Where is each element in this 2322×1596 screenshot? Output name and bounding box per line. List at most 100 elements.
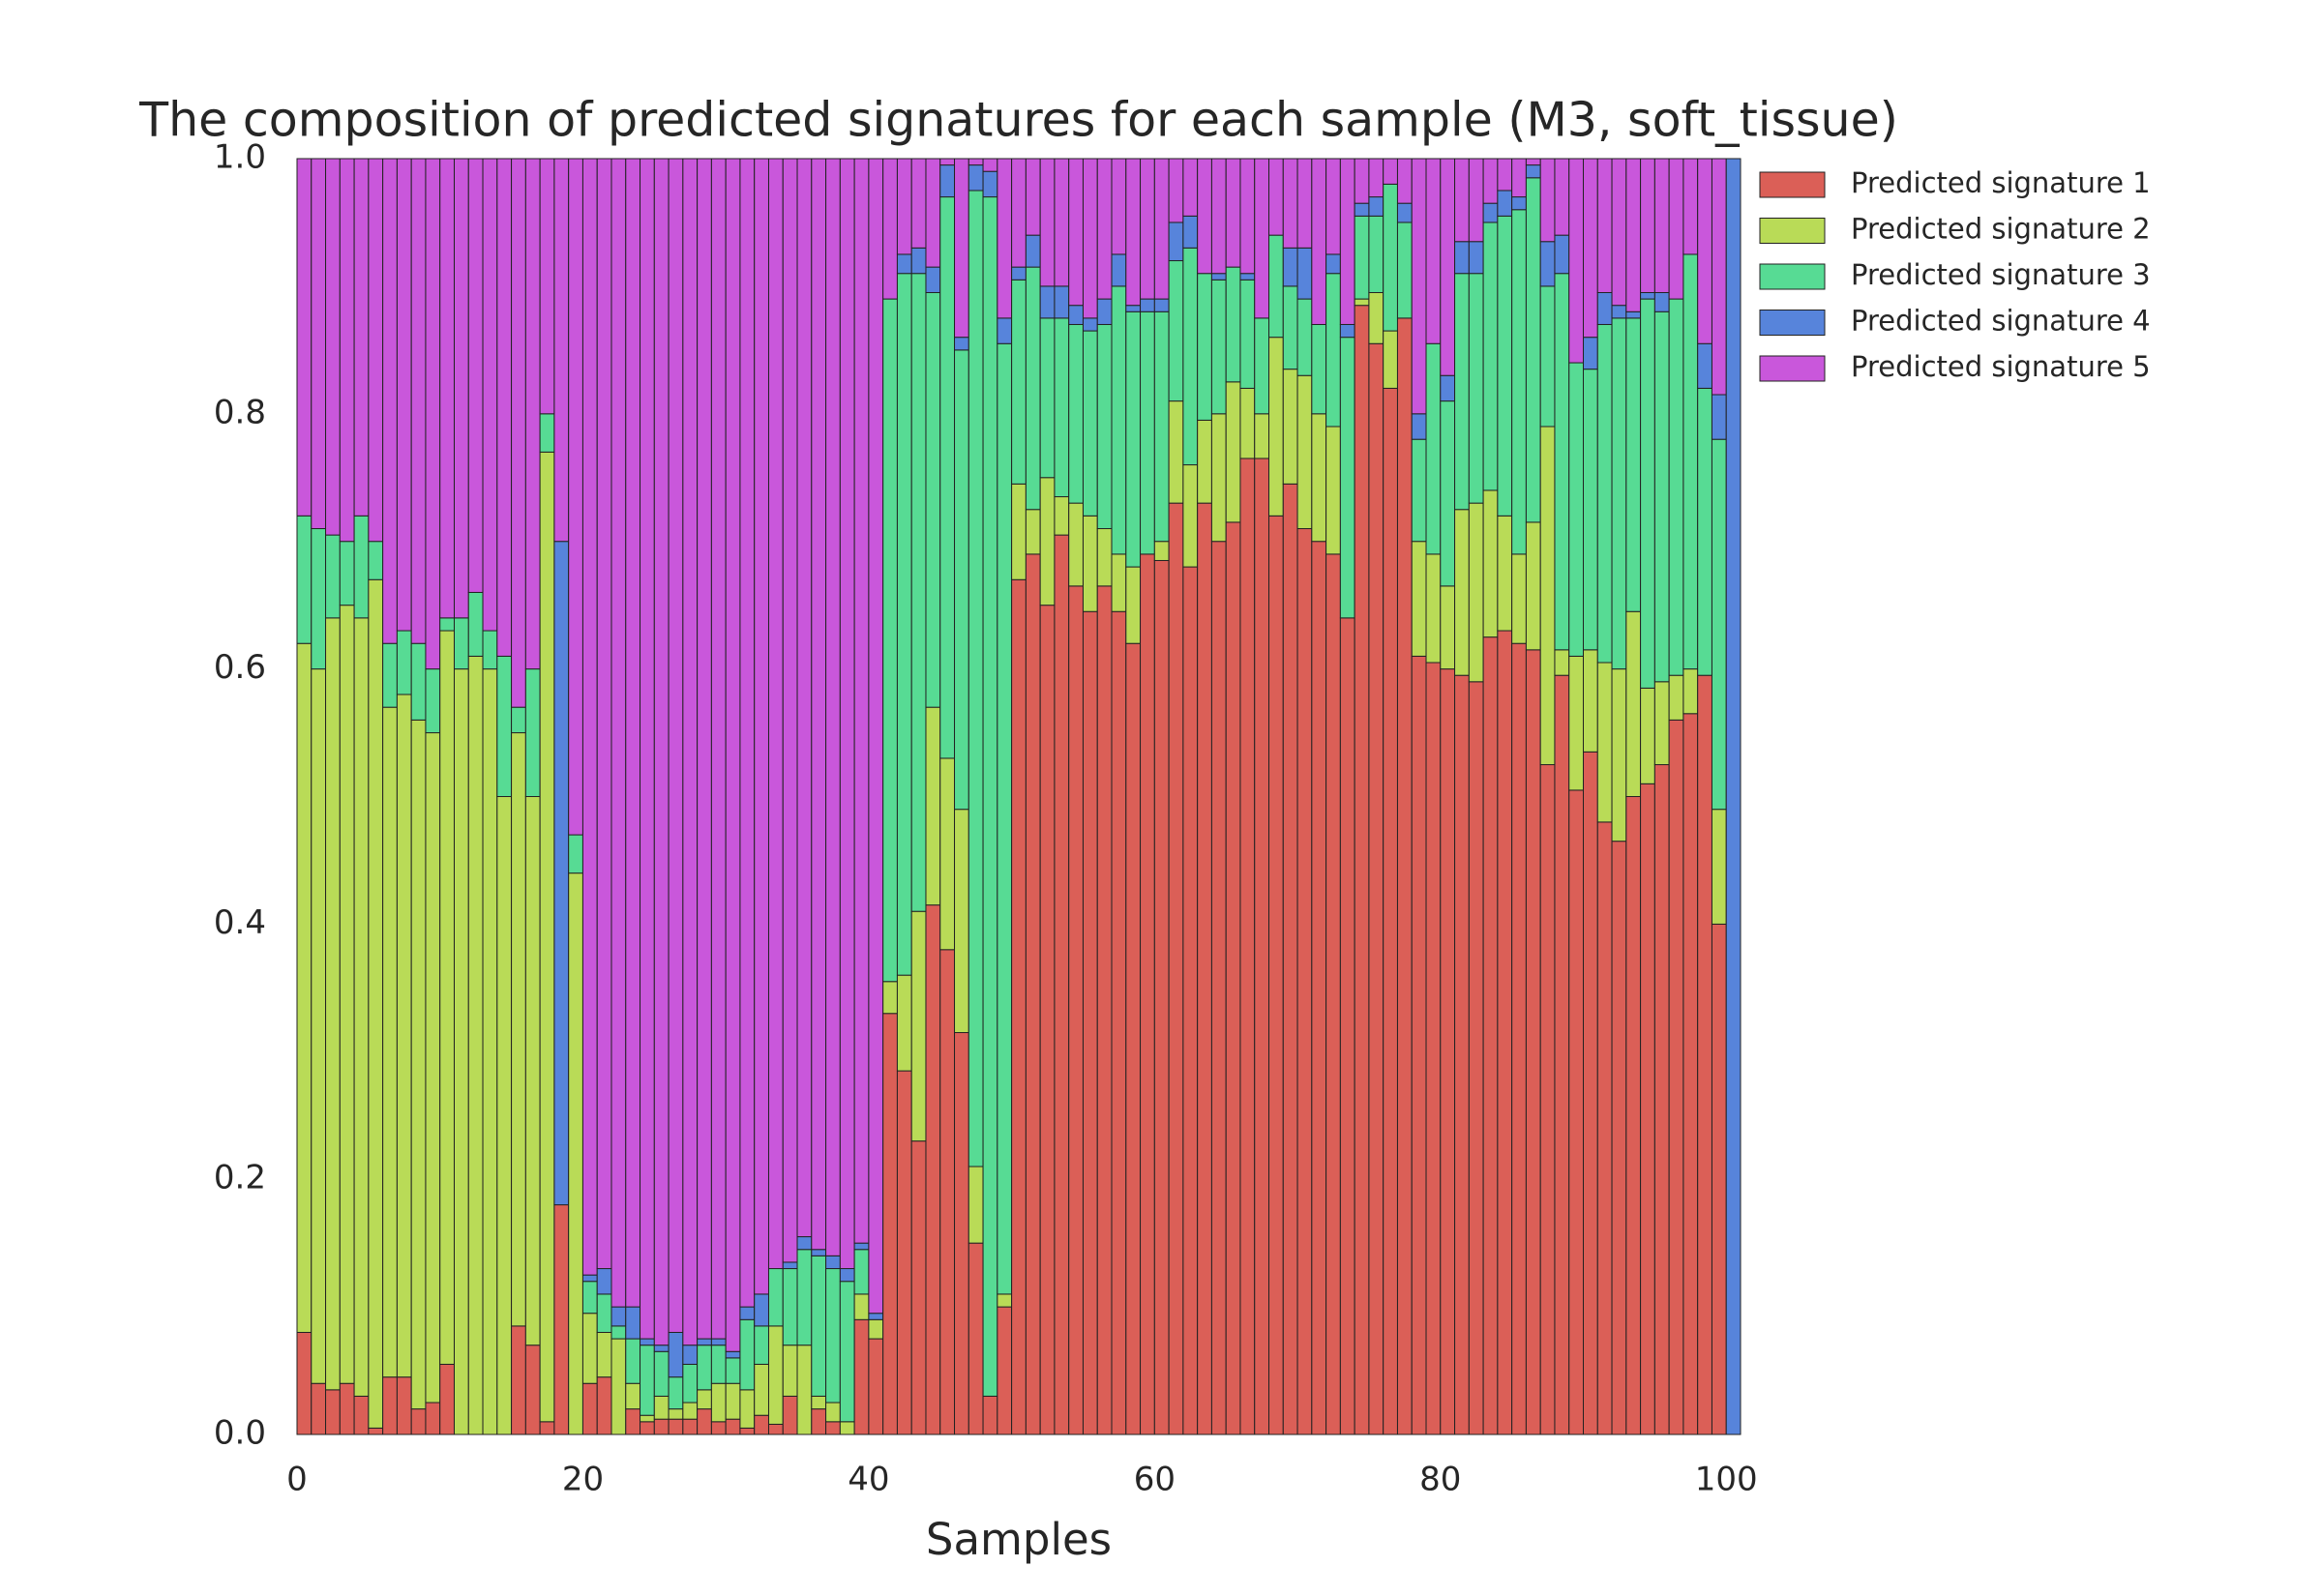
bar-segment xyxy=(782,1345,798,1397)
bar-segment xyxy=(368,541,384,580)
bar-segment xyxy=(982,158,998,172)
bar-segment xyxy=(1653,764,1670,1435)
bar-segment xyxy=(1482,222,1499,491)
bar-segment xyxy=(997,317,1013,344)
bar-segment xyxy=(1054,534,1070,1435)
bar-segment xyxy=(754,1414,769,1435)
bar-segment xyxy=(668,1408,684,1420)
bar-segment xyxy=(1254,413,1270,459)
bar-segment xyxy=(954,809,969,1034)
bar-segment xyxy=(1282,285,1298,370)
bar-segment xyxy=(968,1242,984,1435)
x-axis-label: Samples xyxy=(926,1514,1112,1565)
x-tick-label: 80 xyxy=(1419,1461,1461,1499)
bar-segment xyxy=(339,605,355,1384)
bar-segment xyxy=(1583,649,1598,753)
bar-segment xyxy=(839,1281,855,1423)
bar-segment xyxy=(1082,330,1098,517)
bar-segment xyxy=(539,413,555,453)
bar-segment xyxy=(467,158,484,593)
bar-segment xyxy=(1396,158,1413,204)
bar-segment xyxy=(1568,362,1585,657)
bar-segment xyxy=(668,1376,684,1410)
bar-segment xyxy=(1210,273,1227,281)
bar-segment xyxy=(668,158,684,1333)
bar-segment xyxy=(1039,158,1056,287)
bar-segment xyxy=(1396,202,1413,223)
bar-segment xyxy=(1197,273,1212,421)
bar-segment xyxy=(1554,674,1570,1435)
bar-segment xyxy=(1082,158,1098,319)
bar-segment xyxy=(868,158,884,1315)
bar-segment xyxy=(368,578,384,1429)
bar-segment xyxy=(968,1166,984,1244)
bar-segment xyxy=(1197,419,1212,504)
x-tick-label: 100 xyxy=(1695,1461,1758,1499)
bar-segment xyxy=(1254,158,1270,319)
bar-segment xyxy=(453,668,469,1435)
bar-segment xyxy=(1539,764,1556,1435)
bar-segment xyxy=(1425,158,1442,344)
bar-segment xyxy=(1640,298,1655,689)
bar-segment xyxy=(1497,515,1513,632)
bar-segment xyxy=(467,591,484,657)
bar-segment xyxy=(1197,158,1212,275)
bar-segment xyxy=(511,706,526,734)
bar-segment xyxy=(1525,164,1541,179)
bar-segment xyxy=(1339,337,1355,619)
bar-segment xyxy=(1282,247,1298,287)
bar-segment xyxy=(625,158,641,1308)
bar-segment xyxy=(568,872,583,1435)
bar-segment xyxy=(1454,241,1470,275)
bar-segment xyxy=(1682,713,1699,1435)
bar-segment xyxy=(954,158,969,339)
bar-segment xyxy=(1583,158,1598,339)
bar-segment xyxy=(1468,681,1484,1435)
bar-segment xyxy=(1383,183,1398,332)
legend-label: Predicted signature 3 xyxy=(1851,258,2151,291)
bar-segment xyxy=(782,1395,798,1435)
bar-segment xyxy=(1711,809,1727,925)
bar-segment xyxy=(754,158,769,1295)
bar-segment xyxy=(739,1306,756,1320)
bar-segment xyxy=(1554,158,1570,236)
bar-segment xyxy=(725,1350,741,1359)
bar-segment xyxy=(782,158,798,1263)
bar-segment xyxy=(1568,655,1585,791)
bar-segment xyxy=(1011,279,1027,485)
bar-segment xyxy=(939,164,956,198)
bar-segment xyxy=(1454,158,1470,243)
bar-segment xyxy=(425,732,441,1404)
bar-segment xyxy=(1482,158,1499,204)
bar-segment xyxy=(1511,553,1527,644)
bar-segment xyxy=(1025,234,1041,268)
bar-segment xyxy=(1282,369,1298,485)
bar-segment xyxy=(596,1376,612,1435)
bar-segment xyxy=(1525,649,1541,1435)
bar-segment xyxy=(1125,305,1142,312)
bar-segment xyxy=(581,1274,598,1283)
bar-segment xyxy=(1054,158,1070,287)
bar-segment xyxy=(882,158,898,300)
bar-segment xyxy=(396,1376,412,1435)
bar-segment xyxy=(896,974,912,1072)
bar-segment xyxy=(653,1350,670,1397)
bar-segment xyxy=(725,158,741,1352)
bar-segment xyxy=(1440,374,1456,402)
bar-segment xyxy=(1368,291,1384,344)
bar-segment xyxy=(754,1293,769,1327)
bar-segment xyxy=(1054,496,1070,536)
bar-segment xyxy=(1039,317,1056,479)
bar-segment xyxy=(697,1389,712,1410)
bar-segment xyxy=(1339,617,1355,1435)
bar-segment xyxy=(1497,190,1513,217)
bar-segment xyxy=(997,342,1013,1295)
bar-segment xyxy=(1454,509,1470,676)
bar-segment xyxy=(1339,158,1355,325)
bar-segment xyxy=(653,1418,670,1435)
bar-segment xyxy=(396,158,412,632)
bar-segment xyxy=(511,732,526,1327)
bar-segment xyxy=(640,1338,655,1346)
bar-segment xyxy=(1039,477,1056,606)
bar-segment xyxy=(1539,285,1556,428)
